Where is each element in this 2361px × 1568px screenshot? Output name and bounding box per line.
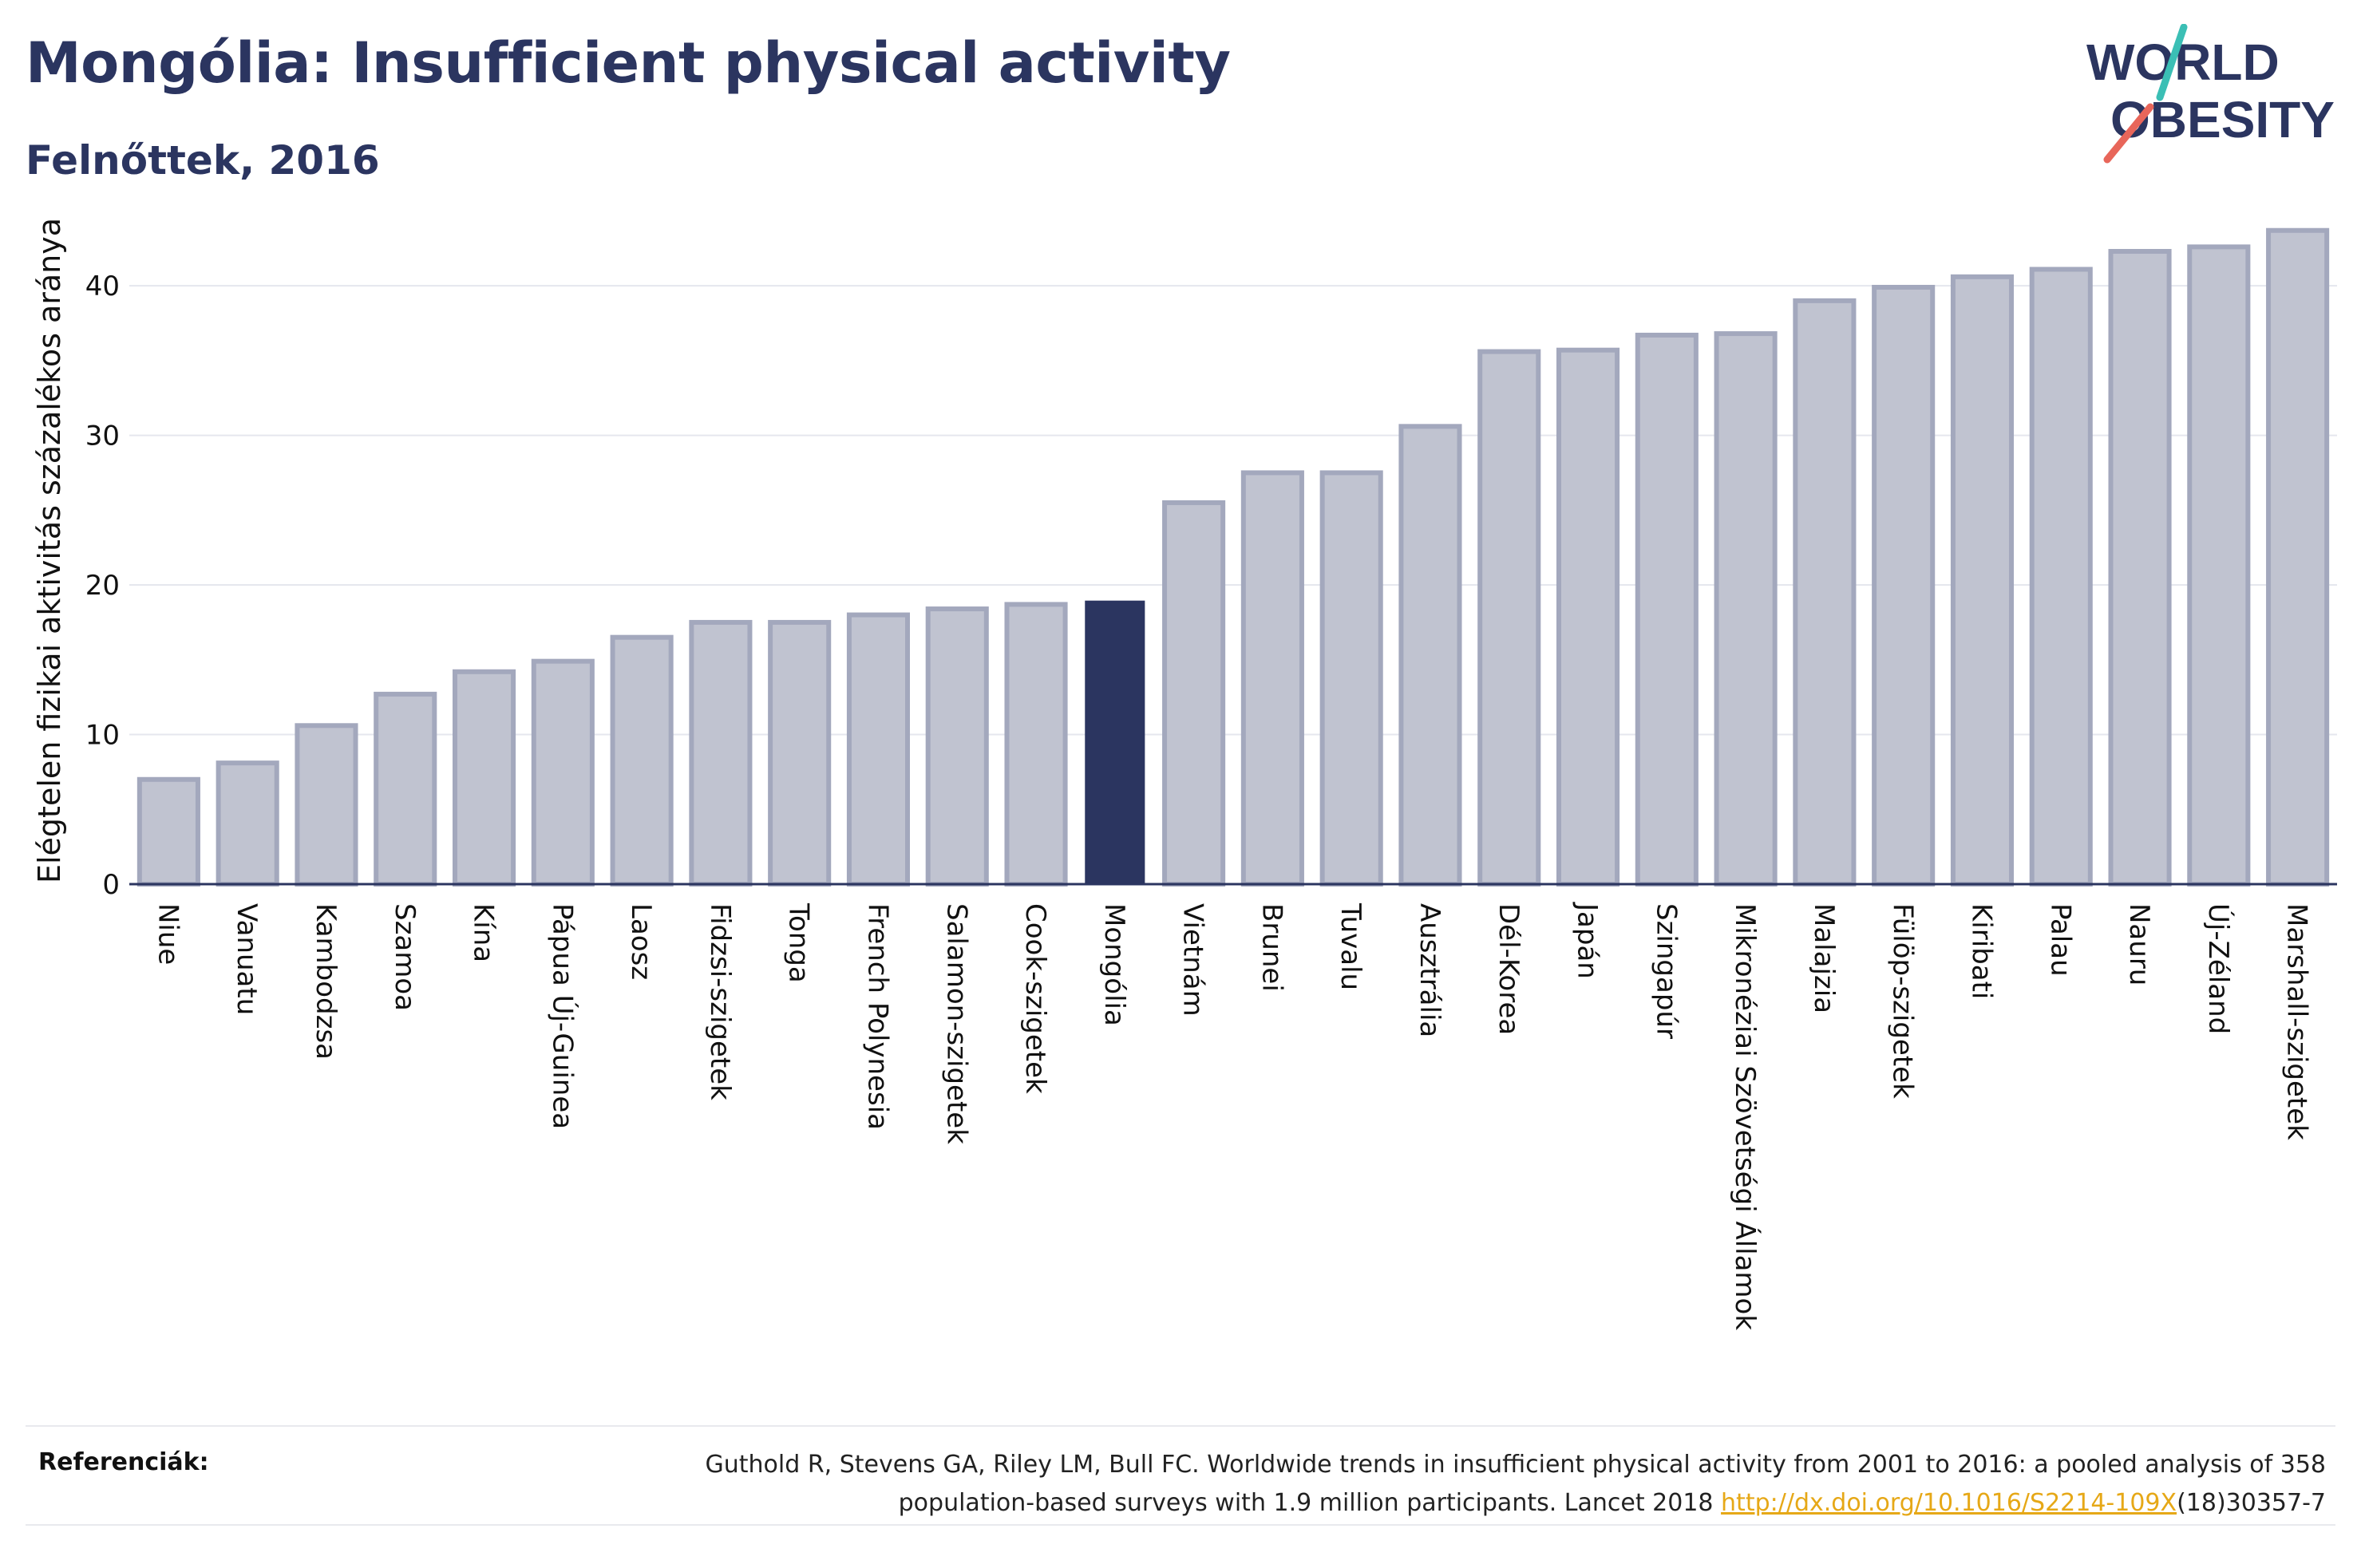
x-tick-label: Kambodzsa [310,903,342,1060]
bar [1793,298,1857,887]
x-tick-label: Új-Zéland [2202,903,2235,1034]
bar [452,669,516,887]
bar [1398,424,1462,887]
footer-top-divider [26,1425,2335,1427]
x-tick-label: Palau [2044,903,2076,977]
bar [531,658,595,887]
bar [1240,470,1304,887]
bar [846,612,911,887]
bar [216,760,279,887]
x-tick-label: Kiribati [1965,903,1997,999]
bar [1162,500,1226,887]
x-tick-label: Szingapúr [1650,903,1682,1039]
bar-highlighted [1085,600,1145,886]
citation-suffix: (18)30357-7 [2177,1489,2326,1517]
x-tick-label: Laosz [625,903,657,980]
bar [689,619,753,887]
x-tick-label: Pápua Új-Guinea [546,903,579,1129]
x-tick-label: Mikronéziai Szövetségi Államok [1729,903,1762,1330]
y-tick-label: 0 [102,869,120,901]
x-tick-label: French Polynesia [861,903,893,1130]
bar [1004,602,1068,887]
x-tick-label: Tuvalu [1335,902,1366,990]
y-tick-label: 20 [85,570,120,602]
x-tick-label: Salamon-szigetek [940,903,972,1144]
bar [1477,349,1541,887]
logo-word-1: WORLD [2086,34,2280,91]
x-tick-label: Nauru [2123,903,2155,985]
x-tick-label: Brunei [1256,903,1287,992]
bar [925,606,989,887]
x-tick-label: Fülöp-szigetek [1887,903,1919,1099]
y-tick-label: 40 [85,271,120,302]
bar [1635,332,1699,887]
citation-line-2: population-based surveys with 1.9 millio… [490,1484,2326,1523]
citation-line-1: Guthold R, Stevens GA, Riley LM, Bull FC… [705,1451,2326,1479]
x-tick-label: Tonga [783,902,815,983]
world-obesity-logo: WORLD OBESITY [2086,24,2335,164]
y-tick-label: 30 [85,421,120,452]
y-tick-label: 10 [85,720,120,752]
y-axis-label: Elégtelen fizikai aktivitás százalékos a… [32,217,67,884]
x-tick-label: Kína [468,903,500,962]
x-tick-label: Cook-szigetek [1019,903,1051,1094]
citation-text: population-based surveys with 1.9 millio… [898,1489,1722,1517]
bar [2266,227,2330,887]
bar [1319,470,1383,887]
bar [1950,274,2015,887]
logo-word-2: OBESITY [2110,91,2335,148]
x-tick-label: Vietnám [1177,903,1209,1017]
bar [295,723,358,887]
x-tick-label: Marshall-szigetek [2281,903,2313,1140]
x-tick-label: Malajzia [1808,903,1840,1013]
bar [768,619,832,887]
logo-slash-teal [2156,24,2188,101]
bar [1556,347,1620,887]
bar [1872,284,1936,887]
reference-citation: Guthold R, Stevens GA, Riley LM, Bull FC… [490,1446,2326,1523]
bar [1714,331,1778,887]
x-tick-label: Dél-Korea [1493,903,1525,1035]
bar [374,691,437,887]
bar [610,634,674,887]
doi-link[interactable]: http://dx.doi.org/10.1016/S2214-109X [1721,1489,2177,1517]
references-label: Referenciák: [38,1448,209,1476]
footer-bottom-divider [26,1524,2335,1526]
x-tick-label: Japán [1572,902,1604,979]
bar [2108,248,2172,887]
x-tick-label: Vanuatu [231,903,263,1015]
bar-chart: 0 10 20 30 40 Niue Vanuatu Kambodzsa Szamoa Kína P… [85,227,2337,1330]
bar [136,776,200,887]
bar [2029,267,2093,887]
logo-slash-red [2103,103,2154,164]
x-tick-label: Mongólia [1098,903,1130,1026]
x-tick-label: Szamoa [389,903,421,1011]
bar [2187,244,2251,887]
chart-title: Mongólia: Insufficient physical activity [26,30,1231,96]
x-tick-label: Niue [152,903,184,965]
chart-subtitle: Felnőttek, 2016 [26,137,380,184]
x-tick-label: Fidzsi-szigetek [704,903,736,1100]
x-tick-label: Ausztrália [1414,903,1445,1037]
